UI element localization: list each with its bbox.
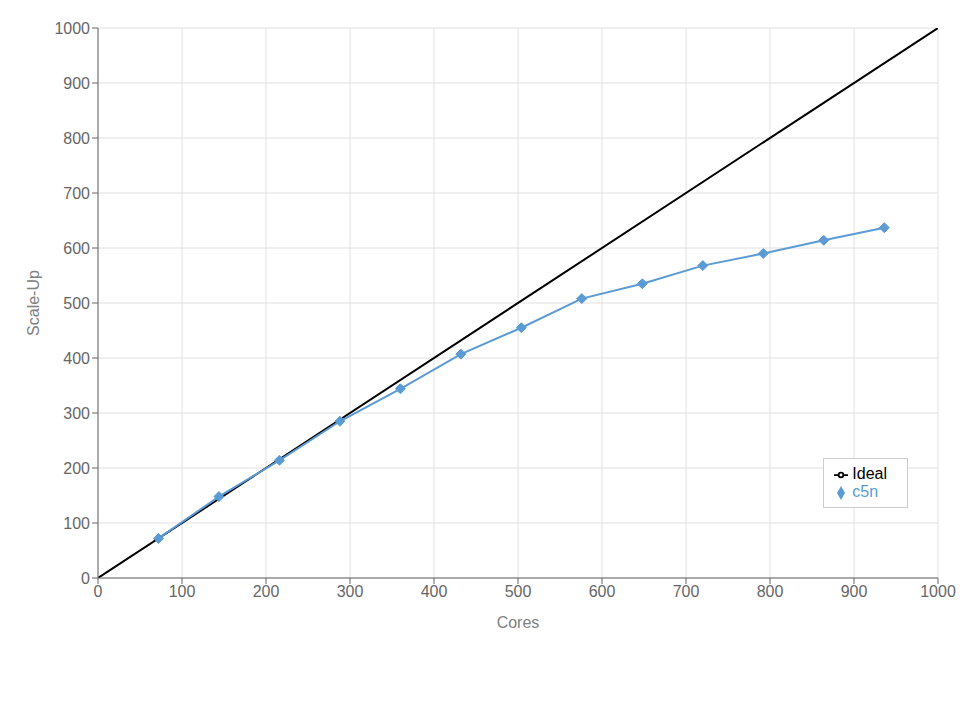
svg-text:300: 300 (63, 405, 90, 422)
svg-text:700: 700 (63, 185, 90, 202)
svg-text:Scale-Up: Scale-Up (25, 270, 42, 336)
svg-text:800: 800 (63, 130, 90, 147)
svg-text:900: 900 (841, 583, 868, 600)
svg-text:200: 200 (253, 583, 280, 600)
svg-text:400: 400 (63, 350, 90, 367)
svg-text:100: 100 (63, 515, 90, 532)
html-text:c5n: c5n (852, 483, 879, 500)
html-text:Ideal: Ideal (852, 465, 887, 482)
svg-text:1000: 1000 (54, 20, 90, 37)
svg-text:0: 0 (94, 583, 103, 600)
svg-text:300: 300 (337, 583, 364, 600)
svg-text:500: 500 (505, 583, 532, 600)
svg-text:1000: 1000 (920, 583, 956, 600)
svg-text:0: 0 (81, 570, 90, 587)
svg-text:800: 800 (757, 583, 784, 600)
svg-text:100: 100 (169, 583, 196, 600)
svg-text:500: 500 (63, 295, 90, 312)
svg-text:900: 900 (63, 75, 90, 92)
svg-text:600: 600 (63, 240, 90, 257)
svg-text:700: 700 (673, 583, 700, 600)
svg-text:600: 600 (589, 583, 616, 600)
svg-text:200: 200 (63, 460, 90, 477)
svg-text:Cores: Cores (497, 614, 540, 631)
svg-text:400: 400 (421, 583, 448, 600)
